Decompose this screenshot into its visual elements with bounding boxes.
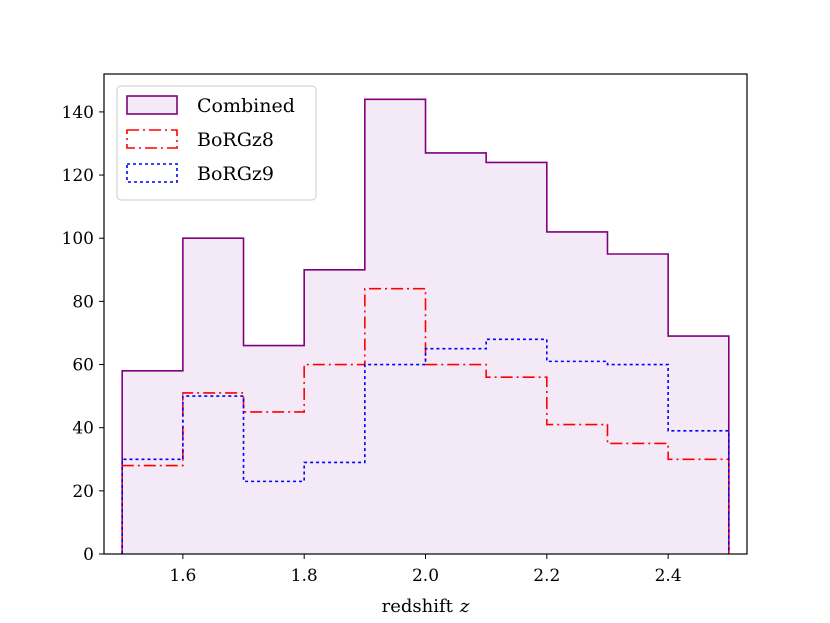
series-layer	[121, 98, 730, 555]
x-axis-label-text: redshift	[382, 596, 454, 617]
y-tick-label: 0	[83, 545, 94, 565]
x-axis-label: redshift z	[382, 596, 470, 617]
y-tick-label: 60	[72, 356, 94, 376]
y-tick-label: 140	[62, 103, 94, 123]
series-line-combined	[121, 98, 730, 554]
legend-label-combined: Combined	[197, 95, 295, 117]
x-axis-label-var: z	[459, 596, 470, 617]
legend-swatch-combined	[126, 95, 178, 115]
y-tick-label: 120	[62, 166, 94, 186]
y-tick-label: 100	[62, 229, 94, 249]
x-tick-label: 2.2	[533, 566, 560, 586]
legend-label-borgz9: BoRGz9	[197, 163, 274, 185]
x-tick-label: 1.8	[291, 566, 318, 586]
legend-swatch-borgz8	[126, 129, 178, 149]
y-tick-label: 40	[72, 419, 94, 439]
y-tick-label: 20	[72, 482, 94, 502]
legend: Combined BoRGz8 BoRGz9	[116, 85, 317, 201]
legend-label-borgz8: BoRGz8	[197, 129, 274, 151]
x-tick-label: 1.6	[169, 566, 196, 586]
series-line-borgz9	[121, 338, 730, 554]
ticks-layer: 1.6 1.8 2.0 2.2 2.4 0 20 40 60 80 100 120 140	[62, 103, 682, 586]
x-tick-label: 2.4	[655, 566, 682, 586]
x-tick-label: 2.0	[412, 566, 439, 586]
series-line-borgz8	[121, 287, 730, 554]
y-tick-label: 80	[72, 292, 94, 312]
legend-swatch-borgz9	[126, 163, 178, 183]
